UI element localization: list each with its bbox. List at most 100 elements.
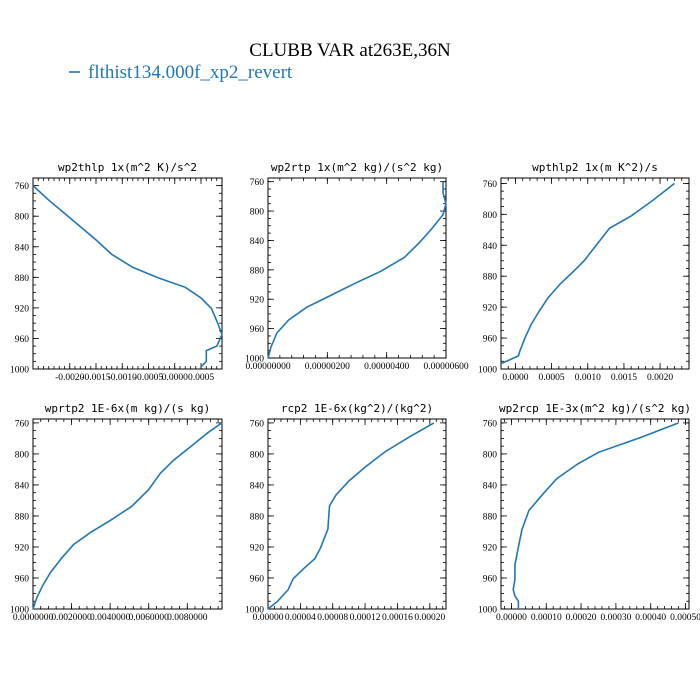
x-tick-label: 0.0005 xyxy=(188,373,214,383)
y-tick-label: 760 xyxy=(483,180,498,190)
panel-4: wprtp2 1E-6x(m kg)/(s kg) 760 800 840 880 920… xyxy=(10,402,223,623)
x-tick-label: 0.00000200 xyxy=(305,362,350,372)
x-tick-label: 0.0060000 xyxy=(129,613,170,623)
plot-frame xyxy=(32,418,223,610)
x-tick-label: 0.0015 xyxy=(611,373,637,383)
x-tick-label: 0.00012 xyxy=(350,613,381,623)
panel-6: wp2rcp 1E-3x(m^2 kg)/(s^2 kg)760 800 840 88… xyxy=(478,402,700,623)
x-tick-label: 0.0005 xyxy=(539,373,565,383)
y-tick-label: 880 xyxy=(15,274,30,284)
y-tick-label: 760 xyxy=(15,182,30,192)
y-tick-label: 880 xyxy=(250,512,265,522)
panel-title: wprtp2 1E-6x(m kg)/(s kg) xyxy=(45,402,211,415)
y-tick-label: 880 xyxy=(15,512,30,522)
plot-frame xyxy=(32,177,223,370)
y-tick-label: 800 xyxy=(15,450,30,460)
x-tick-label: 0.0000 xyxy=(502,373,528,383)
y-tick-label: 800 xyxy=(250,450,265,460)
x-tick-label: 0.00030 xyxy=(600,613,631,623)
x-tick-label: 0.0010 xyxy=(575,373,601,383)
series-line xyxy=(500,182,675,365)
series-line xyxy=(267,422,435,610)
x-tick-label: 0.00000400 xyxy=(364,362,409,372)
x-tick-label: 0.00008 xyxy=(317,613,348,623)
x-tick-label: 0.0020000 xyxy=(51,613,92,623)
plot-frame xyxy=(500,418,690,610)
x-tick-label: 0.0040000 xyxy=(90,613,131,623)
y-tick-label: 1000 xyxy=(10,606,29,616)
x-tick-label: -0.0015 xyxy=(81,373,111,383)
panel-title: wpthlp2 1x(m K^2)/s xyxy=(532,161,658,174)
y-tick-label: 880 xyxy=(483,273,498,283)
x-tick-label: 0.0000 xyxy=(162,373,188,383)
x-tick-label: -0.0010 xyxy=(108,373,138,383)
y-tick-label: 840 xyxy=(483,242,498,252)
x-tick-label: 0.00000000 xyxy=(245,362,290,372)
plot-frame xyxy=(500,177,690,370)
y-tick-label: 960 xyxy=(483,574,498,584)
y-tick-label: 960 xyxy=(250,325,265,335)
y-tick-label: 880 xyxy=(483,512,498,522)
x-tick-label: 0.00020 xyxy=(566,613,597,623)
y-tick-label: 800 xyxy=(15,213,30,223)
y-tick-label: 840 xyxy=(483,481,498,491)
x-tick-label: 0.0080000 xyxy=(167,613,208,623)
y-tick-label: 840 xyxy=(250,481,265,491)
panel-2: wp2rtp 1x(m^2 kg)/(s^2 kg) 760 800 840 880 92… xyxy=(245,161,469,372)
y-tick-label: 960 xyxy=(15,574,30,584)
y-tick-label: 920 xyxy=(250,296,265,306)
plot-frame xyxy=(267,418,447,610)
panel-title: wp2rcp 1E-3x(m^2 kg)/(s^2 kg) xyxy=(499,402,691,415)
y-tick-label: 800 xyxy=(250,208,265,218)
x-tick-label: 0.00040 xyxy=(635,613,666,623)
y-tick-label: 800 xyxy=(483,450,498,460)
x-tick-label: 0.00000 xyxy=(253,613,284,623)
legend: flthist134.000f_xp2_revert xyxy=(69,62,293,83)
y-tick-label: 960 xyxy=(483,335,498,345)
y-tick-label: 1000 xyxy=(478,606,497,616)
figure-title: CLUBB VAR at263E,36N xyxy=(249,40,451,61)
x-tick-label: -0.0020 xyxy=(55,373,85,383)
y-tick-label: 920 xyxy=(483,543,498,553)
panel-3: wpthlp2 1x(m K^2)/s 760 800 840 880 920 960 100… xyxy=(478,161,690,383)
x-tick-label: 0.0000000 xyxy=(13,613,54,623)
y-tick-label: 760 xyxy=(250,178,265,188)
panel-1: wp2thlp 1x(m^2 K)/s^2 760 800 840 880 920 960 1… xyxy=(10,161,223,383)
x-tick-label: 0.00000 xyxy=(496,613,527,623)
x-tick-label: -0.0005 xyxy=(134,373,164,383)
y-tick-label: 1000 xyxy=(245,606,264,616)
y-tick-label: 960 xyxy=(15,335,30,345)
y-tick-label: 840 xyxy=(15,243,30,253)
plot-frame xyxy=(267,177,447,359)
y-tick-label: 760 xyxy=(15,419,30,429)
series-line xyxy=(32,185,223,368)
y-tick-label: 960 xyxy=(250,574,265,584)
x-tick-label: 0.0020 xyxy=(647,373,673,383)
y-tick-label: 880 xyxy=(250,266,265,276)
x-tick-label: 0.00004 xyxy=(285,613,316,623)
y-tick-label: 760 xyxy=(483,419,498,429)
x-tick-label: 0.00020 xyxy=(414,613,445,623)
y-tick-label: 840 xyxy=(250,237,265,247)
x-tick-label: 0.00016 xyxy=(382,613,413,623)
y-tick-label: 920 xyxy=(15,543,30,553)
x-tick-label: 0.00010 xyxy=(531,613,562,623)
y-tick-label: 920 xyxy=(15,304,30,314)
panels: wp2thlp 1x(m^2 K)/s^2 760 800 840 880 920 960 1… xyxy=(10,161,700,623)
series-line xyxy=(267,181,447,359)
y-tick-label: 1000 xyxy=(478,366,497,376)
legend-label: flthist134.000f_xp2_revert xyxy=(88,62,293,83)
series-line xyxy=(32,422,223,610)
panel-title: wp2thlp 1x(m^2 K)/s^2 xyxy=(58,161,197,174)
x-tick-label: 0.00050 xyxy=(670,613,700,623)
panel-5: rcp2 1E-6x(kg^2)/(kg^2) 760 800 840 880 920 96… xyxy=(245,402,447,623)
y-tick-label: 840 xyxy=(15,481,30,491)
y-tick-label: 800 xyxy=(483,211,498,221)
panel-title: wp2rtp 1x(m^2 kg)/(s^2 kg) xyxy=(271,161,443,174)
y-tick-label: 1000 xyxy=(245,355,264,365)
y-tick-label: 920 xyxy=(250,543,265,553)
x-tick-label: 0.00000600 xyxy=(423,362,468,372)
y-tick-label: 1000 xyxy=(10,366,29,376)
series-line xyxy=(512,422,679,609)
y-tick-label: 920 xyxy=(483,304,498,314)
